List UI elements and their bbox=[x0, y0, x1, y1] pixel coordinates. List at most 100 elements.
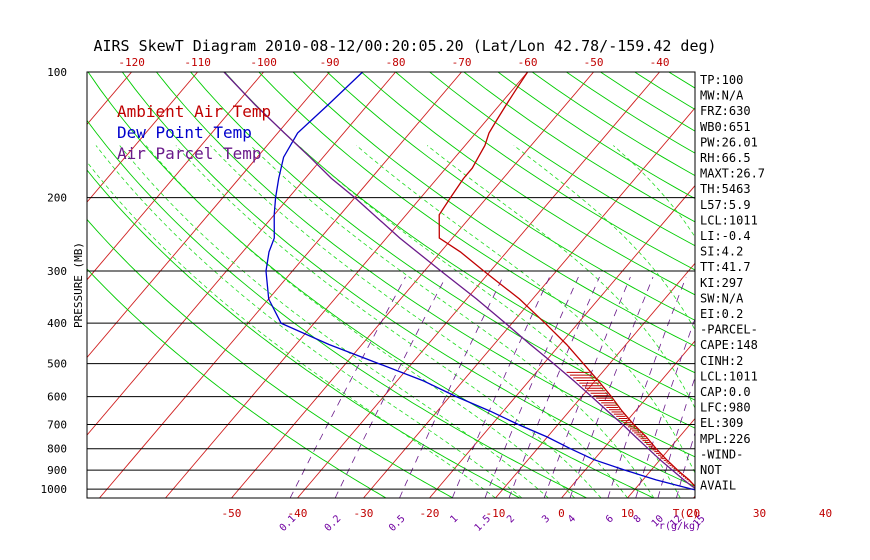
mixing-ratio-label: 0.5 bbox=[387, 513, 408, 534]
top-temp-label: -70 bbox=[452, 56, 472, 69]
moist-adiabat-line bbox=[426, 145, 695, 409]
chart-title: AIRS SkewT Diagram 2010-08-12/00:20:05.2… bbox=[93, 37, 716, 55]
index-item: AVAIL bbox=[700, 479, 736, 493]
pressure-tick-label: 600 bbox=[47, 391, 67, 404]
legend: Ambient Air Temp Dew Point Temp Air Parcel… bbox=[117, 102, 271, 163]
bottom-temp-label: 30 bbox=[753, 507, 766, 520]
mixing-ratio-line bbox=[635, 317, 695, 498]
isotherm-line bbox=[87, 72, 264, 281]
index-item: MPL:226 bbox=[700, 432, 751, 446]
bottom-temp-label: 0 bbox=[558, 507, 565, 520]
mixing-ratio-label: 0.2 bbox=[323, 513, 344, 534]
bottom-temp-label: -30 bbox=[354, 507, 374, 520]
top-temp-label: -80 bbox=[386, 56, 406, 69]
dry-adiabat-line bbox=[87, 169, 521, 498]
dry-adiabat-line bbox=[668, 72, 695, 89]
moist-adiabat-line bbox=[210, 145, 628, 498]
top-temp-label: -60 bbox=[518, 56, 538, 69]
top-temp-label: -50 bbox=[584, 56, 604, 69]
pressure-tick-label: 900 bbox=[47, 464, 67, 477]
pressure-tick-label: 300 bbox=[47, 265, 67, 278]
moist-adiabat-line bbox=[95, 145, 523, 498]
mixing-ratio-label: 1 bbox=[448, 513, 460, 525]
pressure-axis: 100 200 300 400 500 600 700 800 900 1000 bbox=[41, 66, 68, 496]
isotherm-line bbox=[759, 72, 870, 498]
isotherm-line bbox=[99, 72, 462, 498]
mixing-ratio-unit-label: r(g/kg) bbox=[659, 521, 701, 532]
mixing-ratio-label: 4 bbox=[566, 513, 578, 525]
index-item: LCL:1011 bbox=[700, 369, 758, 383]
sounding-curves bbox=[223, 72, 695, 491]
index-item: NOT bbox=[700, 463, 722, 477]
bottom-temperature-axis: -50 -40 -30 -20 -10 0 10 20 30 40 T(C) bbox=[222, 507, 833, 520]
dry-adiabat-line bbox=[87, 119, 587, 498]
pressure-tick-label: 700 bbox=[47, 419, 67, 432]
index-item: MW:N/A bbox=[700, 89, 744, 103]
top-temp-label: -40 bbox=[650, 56, 670, 69]
plot-frame bbox=[86, 71, 696, 499]
index-item: LCL:1011 bbox=[700, 213, 758, 227]
mixing-ratio-label: 6 bbox=[604, 513, 616, 525]
moist-adiabat-line bbox=[250, 145, 655, 498]
index-item: TH:5463 bbox=[700, 182, 751, 196]
legend-entry: Air Parcel Temp bbox=[117, 144, 262, 163]
bottom-temp-label: -20 bbox=[420, 507, 440, 520]
dry-adiabat-line bbox=[326, 72, 695, 321]
pressure-tick-label: 800 bbox=[47, 443, 67, 456]
bottom-temp-label: 10 bbox=[621, 507, 634, 520]
isotherm-line bbox=[231, 72, 594, 498]
bottom-unit-label: T(C) bbox=[673, 507, 700, 520]
index-item: PW:26.01 bbox=[700, 135, 758, 149]
mixing-ratio-line bbox=[754, 277, 813, 498]
index-item: -WIND- bbox=[700, 447, 743, 461]
top-temp-label: -110 bbox=[184, 56, 211, 69]
dry-adiabat-line bbox=[87, 72, 654, 498]
isotherm-line bbox=[165, 72, 528, 498]
index-item: CAP:0.0 bbox=[700, 385, 751, 399]
top-temp-label: -90 bbox=[320, 56, 340, 69]
dry-adiabat-line bbox=[497, 72, 695, 200]
mixing-ratio-line bbox=[569, 276, 654, 498]
dry-adiabat-line bbox=[258, 72, 695, 374]
pressure-tick-label: 400 bbox=[47, 317, 67, 330]
index-item: SW:N/A bbox=[700, 291, 744, 305]
index-item: MAXT:26.7 bbox=[700, 167, 765, 181]
isotherm-line bbox=[363, 107, 695, 498]
mixing-ratio-line bbox=[543, 276, 631, 498]
isotherm-line bbox=[87, 72, 330, 359]
bottom-temp-label: 20 bbox=[687, 507, 700, 520]
index-item: -PARCEL- bbox=[700, 323, 758, 337]
isotherm-line bbox=[825, 72, 870, 498]
mixing-ratio-label: 3 bbox=[540, 513, 552, 525]
index-item: EL:309 bbox=[700, 416, 743, 430]
dry-adiabat-line bbox=[395, 72, 695, 271]
pressure-tick-label: 200 bbox=[47, 192, 67, 205]
mixing-ratio-line bbox=[607, 276, 687, 498]
dry-adiabat-line bbox=[429, 72, 695, 247]
index-item: TT:41.7 bbox=[700, 260, 751, 274]
isotherm-line bbox=[297, 72, 660, 498]
isotherm-line bbox=[87, 72, 132, 126]
isotherm-line bbox=[87, 72, 396, 436]
pressure-tick-label: 1000 bbox=[41, 483, 68, 496]
mixing-ratio-line bbox=[807, 277, 858, 498]
mixing-ratio-line bbox=[399, 276, 504, 498]
background-grid bbox=[0, 72, 870, 498]
moist-adiabat-line bbox=[175, 145, 602, 498]
index-item: CINH:2 bbox=[700, 354, 743, 368]
isotherm-line bbox=[561, 340, 695, 498]
y-axis-label: PRESSURE (MB) bbox=[72, 242, 85, 328]
top-temp-label: -120 bbox=[118, 56, 145, 69]
dry-adiabat-line bbox=[463, 72, 695, 223]
index-item: LFC:980 bbox=[700, 401, 751, 415]
series-line-0 bbox=[438, 72, 695, 488]
mixing-ratio-line bbox=[334, 276, 447, 498]
isotherm-line bbox=[0, 72, 66, 498]
top-temp-label: -100 bbox=[250, 56, 277, 69]
index-item: SI:4.2 bbox=[700, 245, 743, 259]
top-temperature-axis: -120 -110 -100 -90 -80 -70 -60 -50 -40 bbox=[118, 56, 669, 69]
index-item: RH:66.5 bbox=[700, 151, 751, 165]
legend-entry: Dew Point Temp bbox=[117, 123, 252, 142]
